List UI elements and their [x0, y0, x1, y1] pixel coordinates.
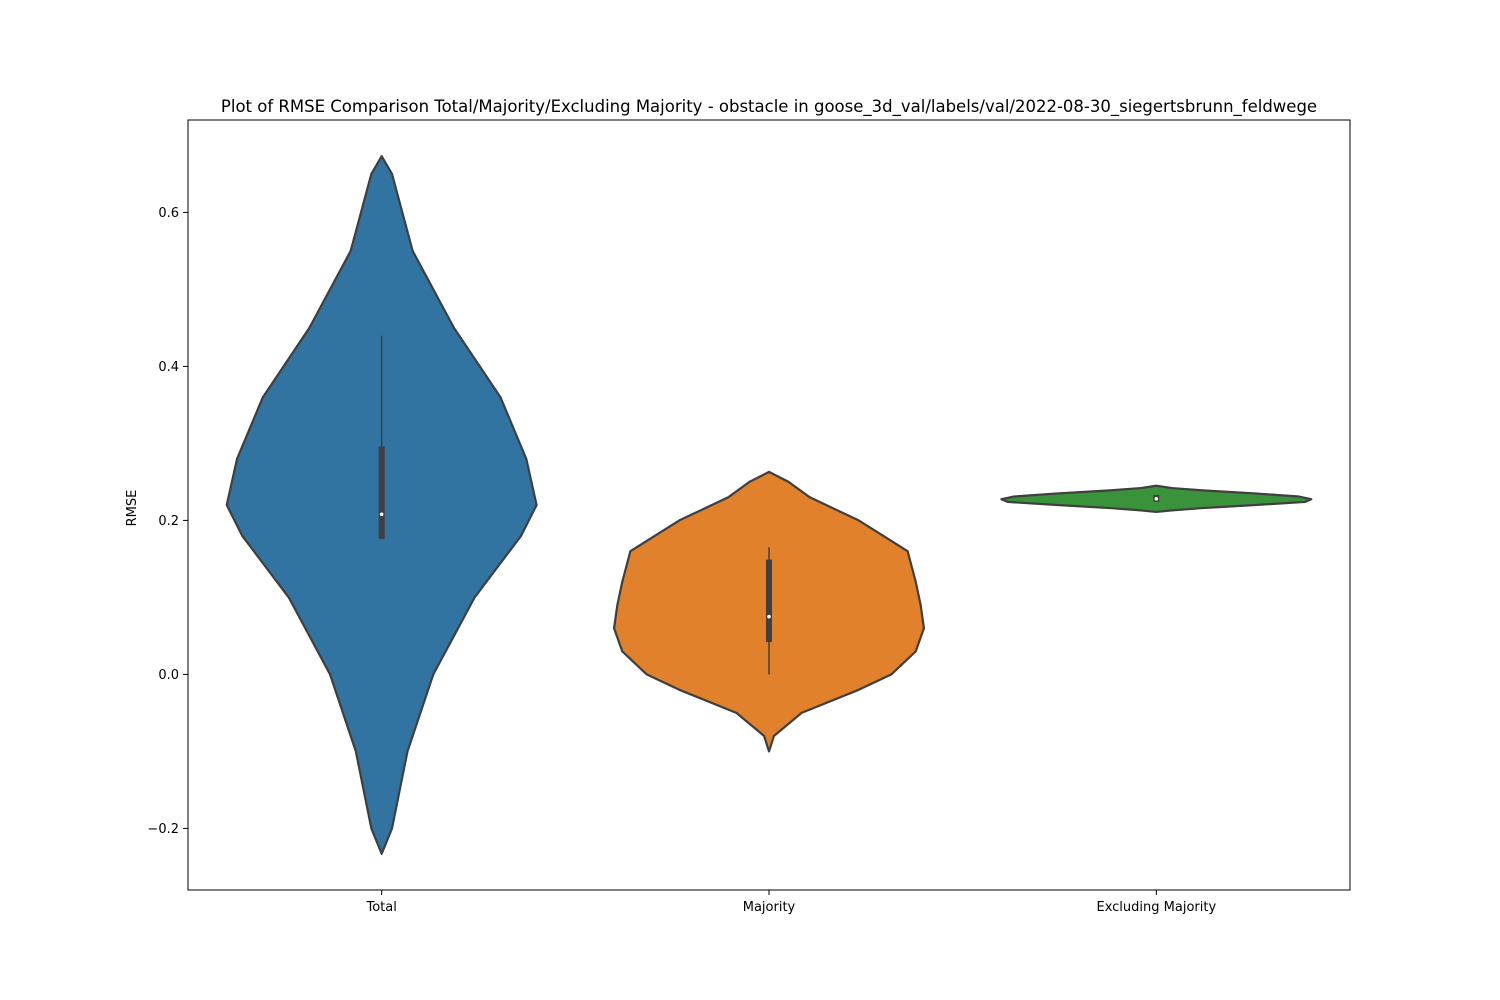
violin-median-point — [1154, 497, 1159, 501]
plot-area-frame — [187, 119, 1351, 891]
violin-median-point — [379, 512, 384, 517]
y-tick-label: 0.6 — [158, 206, 179, 221]
y-tick-label: 0.0 — [158, 668, 179, 683]
y-tick-label: −0.2 — [147, 822, 179, 837]
violin-median-point — [767, 614, 771, 619]
x-tick-label: Total — [365, 900, 396, 915]
x-tick-label: Majority — [743, 900, 796, 915]
violins-group — [225, 155, 1313, 855]
violin-iqr-box — [766, 559, 772, 643]
y-axis-label: RMSE — [125, 490, 140, 527]
x-tick-label: Excluding Majority — [1096, 900, 1216, 915]
violin-iqr-box — [378, 446, 385, 539]
y-tick-label: 0.4 — [158, 360, 179, 375]
x-axis-ticks: Total Majority Excluding Majority — [365, 890, 1216, 915]
y-axis-ticks: −0.2 0.0 0.2 0.4 0.6 — [147, 206, 188, 837]
chart-title: Plot of RMSE Comparison Total/Majority/E… — [221, 97, 1317, 117]
y-tick-label: 0.2 — [158, 514, 179, 529]
